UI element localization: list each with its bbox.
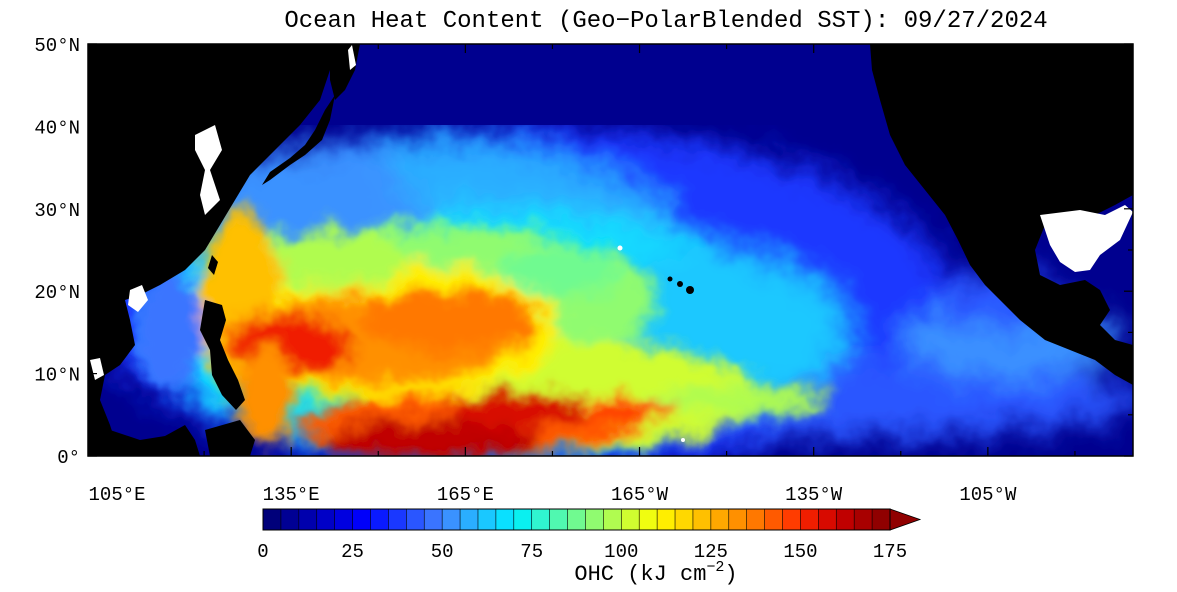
- lat-tick-label: 50°N: [34, 35, 80, 57]
- colorbar-swatch: [495, 508, 515, 531]
- colorbar-swatch: [441, 508, 461, 531]
- colorbar-swatch: [800, 508, 820, 531]
- colorbar-swatch: [549, 508, 569, 531]
- lon-tick-label: 105°E: [89, 484, 146, 506]
- longitude-axis: 105°E 135°E 165°E 165°W 135°W 105°W: [89, 44, 1076, 506]
- colorbar-tick-label: 175: [873, 541, 907, 563]
- map-panel: [88, 44, 1133, 456]
- colorbar-tick-label: 25: [341, 541, 364, 563]
- colorbar-swatch: [620, 508, 640, 531]
- colorbar-swatch: [406, 508, 426, 531]
- lat-tick-label: 30°N: [34, 200, 80, 222]
- colorbar-swatch: [764, 508, 784, 531]
- colorbar-swatch: [423, 508, 443, 531]
- colorbar-swatch: [459, 508, 479, 531]
- missing-data-fringes: [90, 45, 1133, 442]
- colorbar-swatch: [477, 508, 497, 531]
- colorbar-swatch: [728, 508, 748, 531]
- lon-tick-label: 135°W: [785, 484, 843, 506]
- colorbar-title-exponent: −2: [706, 559, 724, 576]
- lat-tick-label: 20°N: [34, 282, 80, 304]
- lon-tick-label: 105°W: [959, 484, 1017, 506]
- colorbar-swatch: [280, 508, 300, 531]
- latitude-axis: 50°N 40°N 30°N 20°N 10°N 0°: [34, 35, 1133, 469]
- colorbar-tick-labels: 0 25 50 75 100 125 150 175: [257, 541, 907, 563]
- colorbar-extend-arrow: [889, 508, 922, 531]
- lon-tick-label: 135°E: [263, 484, 320, 506]
- colorbar-title-prefix: OHC (kJ cm: [574, 562, 706, 587]
- heat-field: [90, 125, 1133, 456]
- map-title: Ocean Heat Content (Geo−PolarBlended SST…: [284, 8, 1047, 35]
- colorbar-swatch: [370, 508, 390, 531]
- lat-tick-label: 0°: [57, 447, 80, 469]
- colorbar-swatch: [298, 508, 318, 531]
- colorbar-swatch: [603, 508, 623, 531]
- colorbar-swatch: [567, 508, 587, 531]
- colorbar-swatch: [352, 508, 372, 531]
- colorbar-title: OHC (kJ cm−2): [574, 559, 737, 587]
- colorbar-swatch: [853, 508, 873, 531]
- colorbar-swatch: [531, 508, 551, 531]
- colorbar-swatch: [334, 508, 354, 531]
- lon-tick-label: 165°W: [611, 484, 669, 506]
- colorbar-swatch: [782, 508, 802, 531]
- colorbar-tick-label: 100: [604, 541, 638, 563]
- colorbar-frame: [262, 508, 891, 531]
- colorbar-tick-label: 0: [257, 541, 268, 563]
- colorbar-swatch: [674, 508, 694, 531]
- colorbar-tick-label: 75: [520, 541, 543, 563]
- colorbar-swatch: [710, 508, 730, 531]
- colorbar-swatch: [871, 508, 891, 531]
- colorbar-swatch: [513, 508, 533, 531]
- colorbar-swatch: [388, 508, 408, 531]
- lat-tick-label: 10°N: [34, 365, 80, 387]
- colorbar-tick-label: 50: [431, 541, 454, 563]
- colorbar: [262, 508, 922, 531]
- colorbar-tick-label: 150: [783, 541, 817, 563]
- lon-tick-label: 165°E: [437, 484, 494, 506]
- colorbar-swatch: [656, 508, 676, 531]
- colorbar-tick-label: 125: [694, 541, 728, 563]
- colorbar-swatch: [835, 508, 855, 531]
- colorbar-swatch: [316, 508, 336, 531]
- lat-tick-label: 40°N: [34, 117, 80, 139]
- colorbar-swatch: [746, 508, 766, 531]
- colorbar-swatch: [692, 508, 712, 531]
- colorbar-swatch: [638, 508, 658, 531]
- colorbar-swatch: [262, 508, 282, 531]
- colorbar-swatch: [585, 508, 605, 531]
- colorbar-title-suffix: ): [724, 562, 737, 587]
- colorbar-swatch: [818, 508, 838, 531]
- land-masses: [88, 44, 1133, 456]
